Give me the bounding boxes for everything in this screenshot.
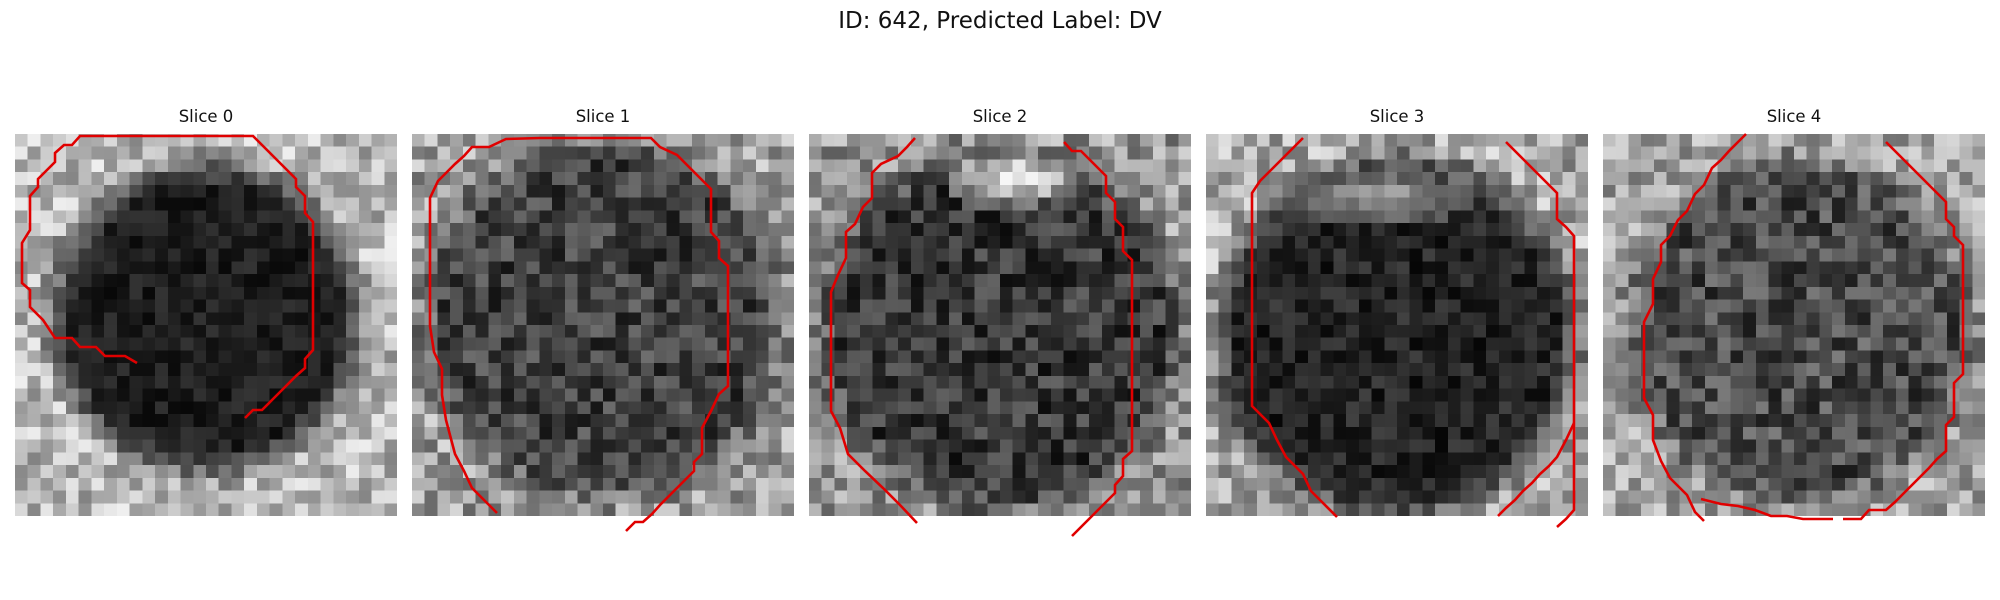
contour-line [1250,137,1338,518]
slice-panel-2: Slice 2 [809,107,1191,537]
contour-line [1497,422,1576,517]
contour-line [1505,141,1576,528]
contour-line [428,136,730,532]
contour-line [829,137,918,524]
slice-title: Slice 0 [178,107,234,126]
segmentation-contour [20,134,315,419]
slice-panel-4: Slice 4 [1603,107,1985,522]
slice-panel-1: Slice 1 [412,107,794,532]
slice-title: Slice 2 [972,107,1028,126]
slice-image [1603,134,1985,516]
segmentation-contour [1642,133,1965,522]
contour-line [1063,141,1134,537]
slice-panel-0: Slice 0 [15,107,397,516]
slice-panel-3: Slice 3 [1206,107,1588,528]
segmentation-contour [1250,137,1576,528]
slice-image [15,134,397,516]
slice-image [412,134,794,516]
slice-title: Slice 1 [575,107,631,126]
contour-line [1843,141,1965,521]
segmentation-contour [428,136,730,532]
segmentation-contour [829,137,1134,537]
contour-line [1642,133,1747,522]
contour-line [1700,497,1833,521]
figure-title: ID: 642, Predicted Label: DV [838,8,1162,34]
slice-image [1206,134,1588,516]
contour-line [20,134,315,419]
slice-title: Slice 4 [1766,107,1822,126]
slice-title: Slice 3 [1369,107,1425,126]
